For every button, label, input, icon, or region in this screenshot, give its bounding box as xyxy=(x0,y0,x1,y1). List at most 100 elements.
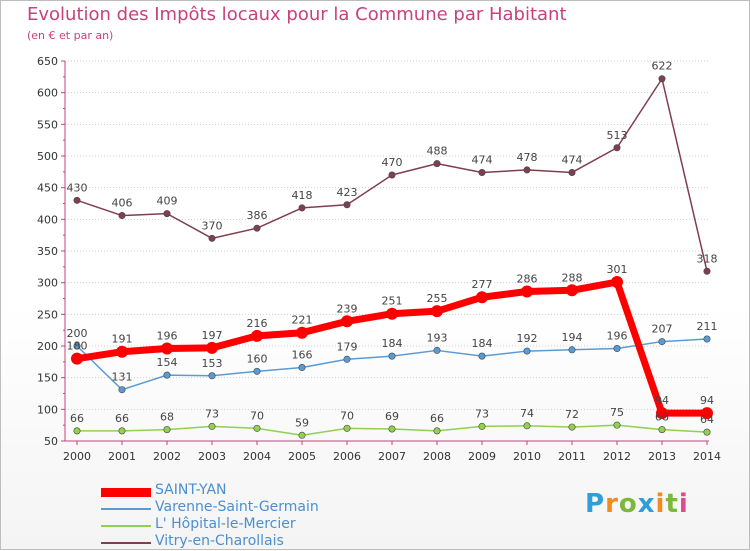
data-point xyxy=(658,426,666,434)
data-label: 184 xyxy=(382,337,403,350)
data-label: 160 xyxy=(247,352,268,365)
legend-swatch xyxy=(101,488,151,497)
logo-letter: r xyxy=(605,489,619,519)
data-point xyxy=(388,171,396,179)
data-point xyxy=(658,338,666,346)
data-point xyxy=(208,234,216,242)
data-point xyxy=(703,335,711,343)
data-label: 622 xyxy=(652,60,673,73)
data-label: 418 xyxy=(292,189,313,202)
data-point xyxy=(251,329,263,342)
x-tick-label: 2011 xyxy=(558,450,586,463)
data-point xyxy=(613,144,621,152)
data-point xyxy=(161,342,173,355)
data-point xyxy=(703,428,711,436)
x-tick-label: 2006 xyxy=(333,450,361,463)
legend-label: Vitry-en-Charollais xyxy=(155,533,284,549)
data-point xyxy=(478,422,486,430)
data-point xyxy=(386,307,398,320)
y-tick-label: 100 xyxy=(37,403,58,416)
logo-letter: o xyxy=(618,489,638,519)
data-label: 255 xyxy=(427,292,448,305)
data-point xyxy=(433,427,441,435)
data-point xyxy=(298,431,306,439)
data-label: 66 xyxy=(115,412,129,425)
y-tick-label: 350 xyxy=(37,245,58,258)
data-label: 430 xyxy=(67,181,88,194)
data-label: 474 xyxy=(562,153,583,166)
data-label: 75 xyxy=(610,406,624,419)
data-point xyxy=(433,160,441,168)
data-label: 64 xyxy=(700,413,714,426)
data-label: 277 xyxy=(472,278,493,291)
data-point xyxy=(208,372,216,380)
data-label: 194 xyxy=(562,331,583,344)
legend-label: Varenne-Saint-Germain xyxy=(155,499,319,515)
legend-label: L' Hôpital-le-Mercier xyxy=(155,516,296,532)
data-label: 192 xyxy=(517,332,538,345)
x-tick-label: 2014 xyxy=(693,450,721,463)
y-tick-label: 450 xyxy=(37,182,58,195)
data-point xyxy=(298,204,306,212)
data-point xyxy=(116,345,128,358)
data-label: 301 xyxy=(607,263,628,276)
data-point xyxy=(73,196,81,204)
y-tick-label: 600 xyxy=(37,87,58,100)
line-chart: 50 100 150 200 250 300 350 400 450 500 550 600 650 20… xyxy=(37,55,721,463)
data-label: 239 xyxy=(337,302,358,315)
data-point xyxy=(478,352,486,360)
data-label: 406 xyxy=(112,197,133,210)
logo-letter: i xyxy=(655,489,666,519)
data-label: 211 xyxy=(697,320,718,333)
data-point xyxy=(343,424,351,432)
data-label: 184 xyxy=(472,337,493,350)
data-point xyxy=(118,212,126,220)
y-tick-label: 500 xyxy=(37,150,58,163)
data-point xyxy=(523,422,531,430)
x-tick-label: 2005 xyxy=(288,450,316,463)
data-label: 216 xyxy=(247,317,268,330)
data-label: 154 xyxy=(157,356,178,369)
data-label: 474 xyxy=(472,153,493,166)
data-point xyxy=(71,352,83,365)
data-label: 94 xyxy=(655,394,669,407)
data-label: 386 xyxy=(247,209,268,222)
logo-letter: x xyxy=(637,489,656,519)
data-point xyxy=(163,371,171,379)
data-label: 179 xyxy=(337,340,358,353)
y-tick-label: 400 xyxy=(37,213,58,226)
data-label: 191 xyxy=(112,333,133,346)
data-label: 423 xyxy=(337,186,358,199)
data-point xyxy=(118,386,126,394)
data-point xyxy=(523,166,531,174)
data-label: 131 xyxy=(112,371,133,384)
data-point xyxy=(388,425,396,433)
data-point xyxy=(208,422,216,430)
data-label: 180 xyxy=(67,340,88,353)
y-tick-label: 250 xyxy=(37,308,58,321)
data-point xyxy=(656,407,668,420)
data-label: 200 xyxy=(67,327,88,340)
y-tick-label: 550 xyxy=(37,118,58,131)
data-label: 370 xyxy=(202,219,223,232)
data-point xyxy=(568,168,576,176)
x-tick-label: 2013 xyxy=(648,450,676,463)
data-label: 286 xyxy=(517,273,538,286)
data-point xyxy=(343,355,351,363)
y-tick-label: 150 xyxy=(37,372,58,385)
data-label: 73 xyxy=(205,407,219,420)
legend-label: SAINT-YAN xyxy=(155,482,227,498)
x-tick-label: 2009 xyxy=(468,450,496,463)
data-point xyxy=(73,342,81,350)
data-point xyxy=(253,224,261,232)
data-point xyxy=(431,305,443,318)
data-point xyxy=(613,421,621,429)
data-label: 153 xyxy=(202,357,223,370)
data-label: 513 xyxy=(607,129,628,142)
data-point xyxy=(343,201,351,209)
data-label: 197 xyxy=(202,329,223,342)
data-label: 478 xyxy=(517,151,538,164)
data-label: 193 xyxy=(427,331,448,344)
data-point xyxy=(523,347,531,355)
